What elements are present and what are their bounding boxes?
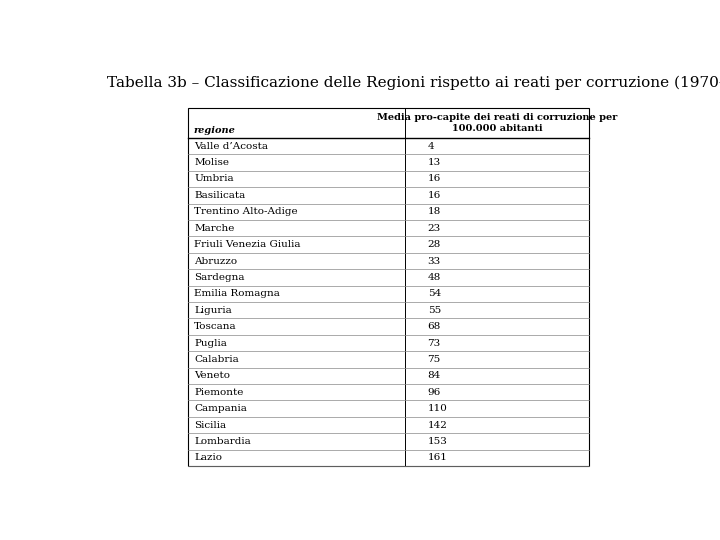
Text: Puglia: Puglia — [194, 339, 228, 348]
Text: 153: 153 — [428, 437, 447, 446]
Text: Lombardia: Lombardia — [194, 437, 251, 446]
Text: Lazio: Lazio — [194, 454, 222, 462]
Text: 13: 13 — [428, 158, 441, 167]
Text: 55: 55 — [428, 306, 441, 315]
Bar — [188, 109, 590, 466]
Text: Calabria: Calabria — [194, 355, 239, 364]
Text: 33: 33 — [428, 256, 441, 266]
Text: Valle d’Acosta: Valle d’Acosta — [194, 141, 269, 151]
Text: 161: 161 — [428, 454, 447, 462]
Text: 16: 16 — [428, 191, 441, 200]
Text: 28: 28 — [428, 240, 441, 249]
Text: Abruzzo: Abruzzo — [194, 256, 238, 266]
Text: regione: regione — [193, 126, 235, 134]
Text: Molise: Molise — [194, 158, 230, 167]
Text: 23: 23 — [428, 224, 441, 233]
Text: 48: 48 — [428, 273, 441, 282]
Text: 142: 142 — [428, 421, 447, 429]
Text: 4: 4 — [428, 141, 434, 151]
Text: Campania: Campania — [194, 404, 247, 413]
Text: Friuli Venezia Giulia: Friuli Venezia Giulia — [194, 240, 301, 249]
Text: 110: 110 — [428, 404, 447, 413]
Text: 68: 68 — [428, 322, 441, 331]
Text: Basilicata: Basilicata — [194, 191, 246, 200]
Text: Toscana: Toscana — [194, 322, 237, 331]
Text: 75: 75 — [428, 355, 441, 364]
Text: Sardegna: Sardegna — [194, 273, 245, 282]
Text: Tabella 3b – Classificazione delle Regioni rispetto ai reati per corruzione (197: Tabella 3b – Classificazione delle Regio… — [107, 75, 720, 90]
Text: Trentino Alto-Adige: Trentino Alto-Adige — [194, 207, 298, 217]
Text: Sicilia: Sicilia — [194, 421, 227, 429]
Text: 18: 18 — [428, 207, 441, 217]
Text: 54: 54 — [428, 289, 441, 298]
Text: Veneto: Veneto — [194, 372, 230, 380]
Text: 16: 16 — [428, 174, 441, 184]
Text: Marche: Marche — [194, 224, 235, 233]
Text: Piemonte: Piemonte — [194, 388, 244, 397]
Text: Emilia Romagna: Emilia Romagna — [194, 289, 280, 298]
Text: Umbria: Umbria — [194, 174, 234, 184]
Text: 84: 84 — [428, 372, 441, 380]
Text: 96: 96 — [428, 388, 441, 397]
Text: 73: 73 — [428, 339, 441, 348]
Text: Liguria: Liguria — [194, 306, 232, 315]
Text: Media pro-capite dei reati di corruzione per
100.000 abitanti: Media pro-capite dei reati di corruzione… — [377, 113, 618, 133]
